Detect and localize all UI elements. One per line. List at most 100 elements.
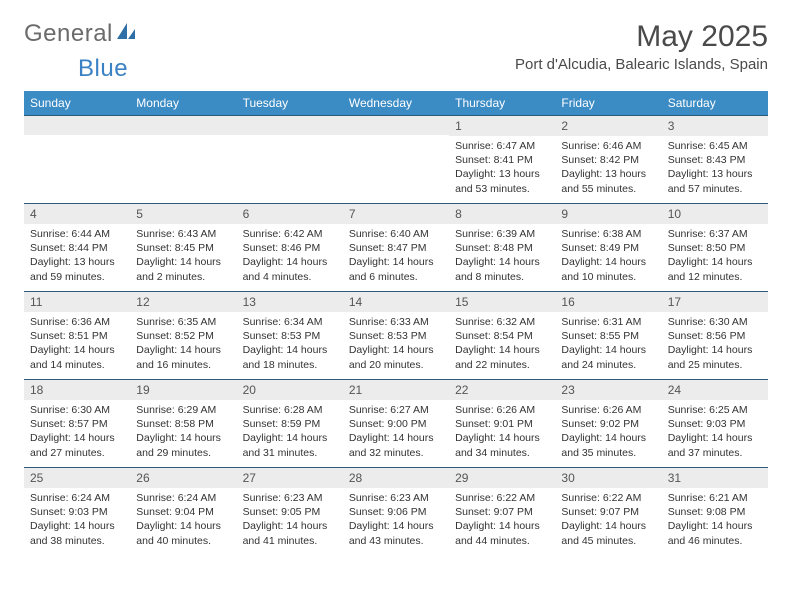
sunset-text: Sunset: 8:48 PM	[455, 241, 549, 255]
sunset-text: Sunset: 9:03 PM	[30, 505, 124, 519]
sunset-text: Sunset: 9:02 PM	[561, 417, 655, 431]
day-cell: 3Sunrise: 6:45 AMSunset: 8:43 PMDaylight…	[662, 115, 768, 203]
day-number: 30	[555, 467, 661, 488]
sunset-text: Sunset: 9:06 PM	[349, 505, 443, 519]
daylight-text: Daylight: 14 hours and 22 minutes.	[455, 343, 549, 371]
sunset-text: Sunset: 9:03 PM	[668, 417, 762, 431]
day-cell	[130, 115, 236, 203]
day-number: 18	[24, 379, 130, 400]
sunset-text: Sunset: 8:52 PM	[136, 329, 230, 343]
sunset-text: Sunset: 8:53 PM	[243, 329, 337, 343]
sunset-text: Sunset: 8:55 PM	[561, 329, 655, 343]
day-details: Sunrise: 6:26 AMSunset: 9:02 PMDaylight:…	[555, 400, 661, 466]
daylight-text: Daylight: 14 hours and 25 minutes.	[668, 343, 762, 371]
sunrise-text: Sunrise: 6:35 AM	[136, 315, 230, 329]
day-details: Sunrise: 6:29 AMSunset: 8:58 PMDaylight:…	[130, 400, 236, 466]
day-number: 23	[555, 379, 661, 400]
sunrise-text: Sunrise: 6:40 AM	[349, 227, 443, 241]
day-number: 3	[662, 115, 768, 136]
day-number: 11	[24, 291, 130, 312]
day-cell: 18Sunrise: 6:30 AMSunset: 8:57 PMDayligh…	[24, 379, 130, 467]
day-details: Sunrise: 6:22 AMSunset: 9:07 PMDaylight:…	[449, 488, 555, 554]
logo-text-blue: Blue	[78, 55, 128, 82]
sunrise-text: Sunrise: 6:46 AM	[561, 139, 655, 153]
day-cell: 21Sunrise: 6:27 AMSunset: 9:00 PMDayligh…	[343, 379, 449, 467]
day-details: Sunrise: 6:23 AMSunset: 9:06 PMDaylight:…	[343, 488, 449, 554]
sunrise-text: Sunrise: 6:42 AM	[243, 227, 337, 241]
day-cell: 10Sunrise: 6:37 AMSunset: 8:50 PMDayligh…	[662, 203, 768, 291]
empty-day	[130, 115, 236, 135]
day-number: 13	[237, 291, 343, 312]
daylight-text: Daylight: 14 hours and 29 minutes.	[136, 431, 230, 459]
daylight-text: Daylight: 14 hours and 2 minutes.	[136, 255, 230, 283]
day-details: Sunrise: 6:26 AMSunset: 9:01 PMDaylight:…	[449, 400, 555, 466]
week-row: 4Sunrise: 6:44 AMSunset: 8:44 PMDaylight…	[24, 203, 768, 291]
day-details: Sunrise: 6:42 AMSunset: 8:46 PMDaylight:…	[237, 224, 343, 290]
day-cell	[24, 115, 130, 203]
daylight-text: Daylight: 14 hours and 45 minutes.	[561, 519, 655, 547]
day-details: Sunrise: 6:45 AMSunset: 8:43 PMDaylight:…	[662, 136, 768, 202]
sunrise-text: Sunrise: 6:23 AM	[349, 491, 443, 505]
sunset-text: Sunset: 8:59 PM	[243, 417, 337, 431]
day-number: 8	[449, 203, 555, 224]
sunrise-text: Sunrise: 6:29 AM	[136, 403, 230, 417]
sunset-text: Sunset: 9:07 PM	[561, 505, 655, 519]
day-number: 20	[237, 379, 343, 400]
day-cell: 28Sunrise: 6:23 AMSunset: 9:06 PMDayligh…	[343, 467, 449, 555]
sunset-text: Sunset: 9:01 PM	[455, 417, 549, 431]
daylight-text: Daylight: 14 hours and 40 minutes.	[136, 519, 230, 547]
sunrise-text: Sunrise: 6:31 AM	[561, 315, 655, 329]
day-details: Sunrise: 6:25 AMSunset: 9:03 PMDaylight:…	[662, 400, 768, 466]
sunset-text: Sunset: 8:42 PM	[561, 153, 655, 167]
daylight-text: Daylight: 13 hours and 53 minutes.	[455, 167, 549, 195]
daylight-text: Daylight: 14 hours and 16 minutes.	[136, 343, 230, 371]
day-number: 2	[555, 115, 661, 136]
day-details: Sunrise: 6:27 AMSunset: 9:00 PMDaylight:…	[343, 400, 449, 466]
day-number: 24	[662, 379, 768, 400]
sunrise-text: Sunrise: 6:30 AM	[30, 403, 124, 417]
weekday-header-row: Sunday Monday Tuesday Wednesday Thursday…	[24, 91, 768, 115]
sunset-text: Sunset: 8:45 PM	[136, 241, 230, 255]
day-details: Sunrise: 6:22 AMSunset: 9:07 PMDaylight:…	[555, 488, 661, 554]
logo-text-general: General	[24, 20, 113, 48]
week-row: 18Sunrise: 6:30 AMSunset: 8:57 PMDayligh…	[24, 379, 768, 467]
sunrise-text: Sunrise: 6:26 AM	[455, 403, 549, 417]
sunset-text: Sunset: 8:51 PM	[30, 329, 124, 343]
week-row: 25Sunrise: 6:24 AMSunset: 9:03 PMDayligh…	[24, 467, 768, 555]
sunset-text: Sunset: 8:43 PM	[668, 153, 762, 167]
daylight-text: Daylight: 14 hours and 38 minutes.	[30, 519, 124, 547]
day-number: 15	[449, 291, 555, 312]
daylight-text: Daylight: 14 hours and 14 minutes.	[30, 343, 124, 371]
sunrise-text: Sunrise: 6:32 AM	[455, 315, 549, 329]
day-cell: 15Sunrise: 6:32 AMSunset: 8:54 PMDayligh…	[449, 291, 555, 379]
day-number: 5	[130, 203, 236, 224]
day-cell: 1Sunrise: 6:47 AMSunset: 8:41 PMDaylight…	[449, 115, 555, 203]
day-cell: 17Sunrise: 6:30 AMSunset: 8:56 PMDayligh…	[662, 291, 768, 379]
day-cell: 13Sunrise: 6:34 AMSunset: 8:53 PMDayligh…	[237, 291, 343, 379]
day-number: 12	[130, 291, 236, 312]
sunset-text: Sunset: 8:58 PM	[136, 417, 230, 431]
daylight-text: Daylight: 14 hours and 43 minutes.	[349, 519, 443, 547]
day-details: Sunrise: 6:40 AMSunset: 8:47 PMDaylight:…	[343, 224, 449, 290]
sunrise-text: Sunrise: 6:27 AM	[349, 403, 443, 417]
day-details: Sunrise: 6:44 AMSunset: 8:44 PMDaylight:…	[24, 224, 130, 290]
sunrise-text: Sunrise: 6:24 AM	[30, 491, 124, 505]
day-number: 19	[130, 379, 236, 400]
sunrise-text: Sunrise: 6:33 AM	[349, 315, 443, 329]
sunrise-text: Sunrise: 6:47 AM	[455, 139, 549, 153]
sunset-text: Sunset: 9:05 PM	[243, 505, 337, 519]
empty-day	[24, 115, 130, 135]
day-cell: 23Sunrise: 6:26 AMSunset: 9:02 PMDayligh…	[555, 379, 661, 467]
daylight-text: Daylight: 14 hours and 37 minutes.	[668, 431, 762, 459]
day-cell: 24Sunrise: 6:25 AMSunset: 9:03 PMDayligh…	[662, 379, 768, 467]
week-row: 11Sunrise: 6:36 AMSunset: 8:51 PMDayligh…	[24, 291, 768, 379]
daylight-text: Daylight: 14 hours and 18 minutes.	[243, 343, 337, 371]
sunrise-text: Sunrise: 6:21 AM	[668, 491, 762, 505]
daylight-text: Daylight: 14 hours and 6 minutes.	[349, 255, 443, 283]
sunrise-text: Sunrise: 6:37 AM	[668, 227, 762, 241]
day-cell: 22Sunrise: 6:26 AMSunset: 9:01 PMDayligh…	[449, 379, 555, 467]
day-cell	[237, 115, 343, 203]
day-number: 28	[343, 467, 449, 488]
daylight-text: Daylight: 14 hours and 8 minutes.	[455, 255, 549, 283]
day-number: 21	[343, 379, 449, 400]
